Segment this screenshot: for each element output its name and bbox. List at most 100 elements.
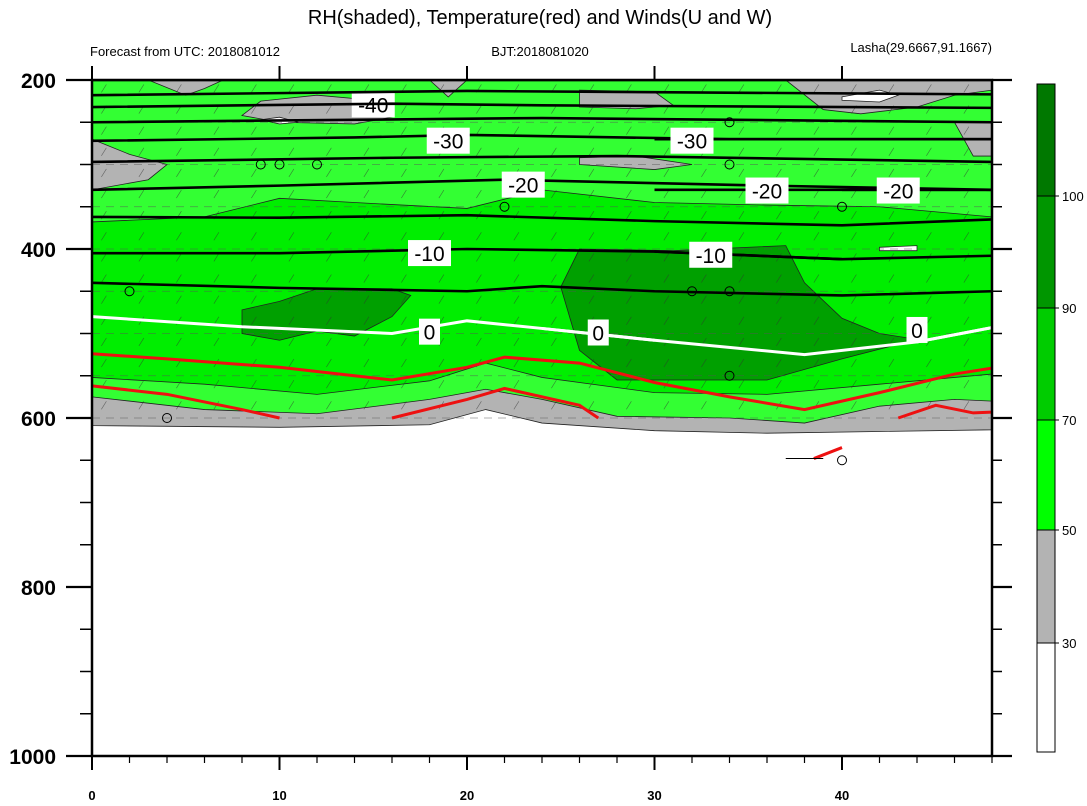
wind-barb — [926, 358, 932, 368]
wind-barb — [288, 380, 295, 389]
wind-barb — [213, 189, 220, 199]
wind-barb — [251, 232, 257, 241]
isotherm-label-box — [670, 127, 714, 154]
wind-barb — [551, 401, 557, 410]
wind-barb — [288, 358, 295, 368]
wind-barb — [663, 295, 670, 304]
wind-barb — [288, 253, 295, 262]
wind-barb — [588, 147, 595, 156]
wind-barb — [213, 337, 220, 347]
wind-barb — [926, 84, 932, 93]
calm-wind-marker — [274, 159, 285, 170]
wind-barb — [326, 168, 332, 178]
wind-barb — [776, 316, 782, 325]
rh-dry-patch — [428, 80, 468, 98]
wind-barb — [101, 189, 107, 199]
wind-barb — [476, 401, 482, 410]
wind-barb — [626, 126, 632, 135]
wind-barb — [813, 189, 820, 199]
wind-barb — [963, 211, 970, 220]
wind-barb — [738, 232, 745, 241]
wind-barb — [251, 147, 257, 156]
wind-barb — [326, 253, 332, 262]
wind-barb — [663, 358, 670, 368]
wind-barb — [926, 168, 932, 178]
wind-barb — [888, 316, 895, 325]
wind-barb — [551, 189, 557, 199]
wind-barb — [213, 253, 220, 262]
wind-barb — [513, 147, 520, 156]
y-tick-label: 600 — [21, 408, 56, 431]
wind-barb — [701, 401, 707, 410]
wind-barb — [288, 337, 295, 347]
wind-barb — [513, 105, 520, 114]
wind-barb — [326, 274, 332, 283]
wind-barb — [851, 337, 857, 347]
wind-barb — [176, 126, 182, 135]
wind-barb — [138, 380, 145, 389]
wind-barb — [513, 232, 520, 241]
wind-barb — [513, 253, 520, 262]
wind-barb — [438, 168, 445, 178]
wind-barb — [326, 380, 332, 389]
wind-barb — [213, 126, 220, 135]
wind-barb — [138, 253, 145, 262]
wind-barb — [326, 105, 332, 114]
wind-barb — [588, 126, 595, 135]
temperature-isotherm — [92, 281, 992, 297]
wind-barb — [251, 84, 257, 93]
wind-barb — [963, 358, 970, 368]
wind-barb — [738, 316, 745, 325]
wind-barb — [326, 84, 332, 93]
wind-barb — [888, 380, 895, 389]
wind-barb — [288, 147, 295, 156]
warm-isotherm — [92, 352, 992, 412]
wind-barb — [288, 168, 295, 178]
wind-barb — [476, 295, 482, 304]
warm-isotherm — [897, 403, 992, 420]
wind-barb — [476, 337, 482, 347]
calm-wind-marker — [255, 159, 266, 170]
calm-wind-marker — [687, 286, 697, 297]
isotherm-label-box — [689, 241, 733, 268]
wind-barb — [513, 295, 520, 304]
wind-barb — [851, 295, 857, 304]
wind-barb — [776, 232, 782, 241]
isotherm-label: -20 — [883, 181, 913, 204]
wind-barb — [813, 274, 820, 283]
wind-barb — [926, 274, 932, 283]
wind-barb — [363, 274, 370, 283]
wind-barb — [551, 274, 557, 283]
wind-barb — [363, 126, 370, 135]
wind-barb — [138, 147, 145, 156]
wind-barb — [963, 337, 970, 347]
wind-barb — [663, 126, 670, 135]
colorbar-segment — [1036, 419, 1056, 531]
wind-barb — [288, 105, 295, 114]
wind-barb — [326, 358, 332, 368]
wind-barb — [776, 274, 782, 283]
wind-barb — [401, 189, 407, 199]
warm-isotherm — [813, 446, 843, 460]
wind-barb — [851, 316, 857, 325]
wind-barb — [963, 147, 970, 156]
wind-barb — [663, 253, 670, 262]
y-tick-label: 800 — [21, 577, 56, 600]
wind-barb — [888, 211, 895, 220]
wind-barb — [476, 168, 482, 178]
wind-barb — [626, 380, 632, 389]
wind-barb — [551, 295, 557, 304]
wind-barb — [401, 295, 407, 304]
wind-barb — [438, 232, 445, 241]
wind-barb — [213, 168, 220, 178]
x-tick-label: 30 — [647, 788, 661, 803]
wind-barb — [176, 168, 182, 178]
temperature-isotherm — [654, 250, 843, 261]
colorbar-label: 70 — [1062, 413, 1076, 428]
wind-barb — [663, 168, 670, 178]
wind-barb — [138, 84, 145, 93]
wind-barb — [588, 168, 595, 178]
wind-barb — [176, 147, 182, 156]
wind-barb — [401, 380, 407, 389]
wind-barb — [251, 295, 257, 304]
